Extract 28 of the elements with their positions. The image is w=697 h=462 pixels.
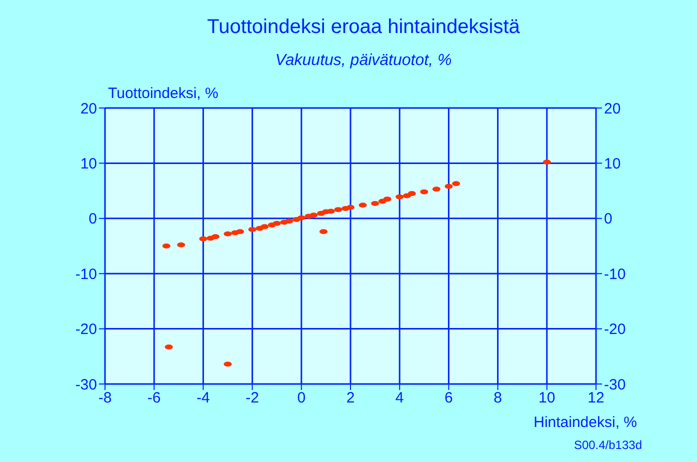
x-tick-label: 0 — [297, 390, 306, 407]
y-tick-label: -20 — [75, 321, 97, 338]
x-tick-label: 4 — [395, 390, 404, 407]
chart-subtitle: Vakuutus, päivätuotot, % — [274, 52, 453, 70]
x-tick-label: 6 — [444, 390, 453, 407]
y-tick-label: -10 — [75, 266, 97, 283]
y2-tick-label: 0 — [604, 210, 612, 228]
chart-title: Tuottoindeksi eroaa hintaindeksistä — [206, 16, 521, 39]
x-tick-label: 2 — [346, 390, 355, 407]
y2-tick-label: -20 — [604, 321, 626, 338]
x-tick-label: -8 — [98, 390, 112, 407]
text: S00.4/b133d — [574, 438, 642, 452]
y-tick-label: 0 — [88, 210, 97, 228]
x-tick-label: 8 — [494, 390, 502, 407]
x-axis-title: Hintaindeksi, % — [534, 414, 637, 431]
y-tick-label: -30 — [75, 376, 97, 394]
y-tick-label: 20 — [80, 100, 97, 118]
x-tick-label: -4 — [196, 390, 210, 407]
x-tick-label: -6 — [147, 390, 161, 407]
x-tick-label: -2 — [246, 390, 259, 407]
y2-tick-label: 10 — [604, 156, 621, 173]
y-axis-title: Tuottoindeksi, % — [108, 85, 218, 102]
y-tick-label: 10 — [80, 156, 97, 173]
x-tick-label: 10 — [538, 390, 556, 407]
y2-tick-label: -10 — [604, 266, 626, 283]
x-tick-label: 12 — [588, 390, 604, 407]
y2-tick-label: 20 — [604, 100, 621, 118]
y2-tick-label: -30 — [604, 376, 626, 394]
